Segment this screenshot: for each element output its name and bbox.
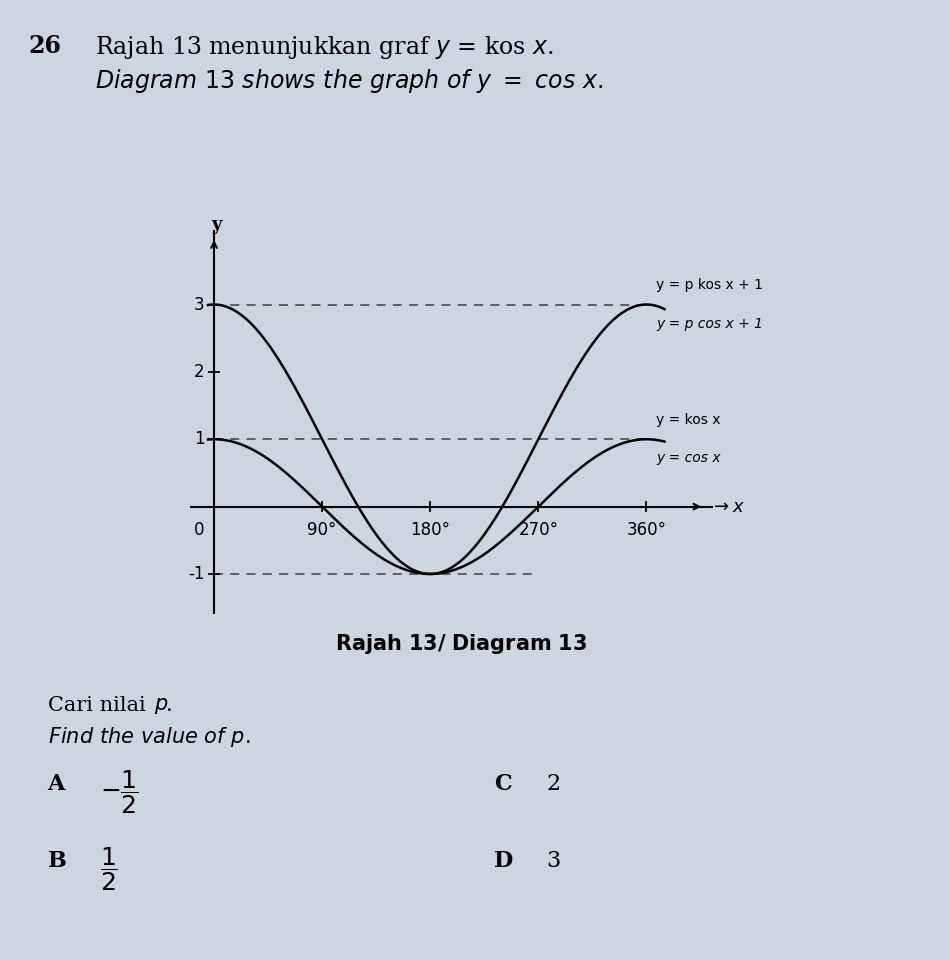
Text: y: y <box>211 216 221 234</box>
Text: Rajah 13 menunjukkan graf $y$ = kos $x$.: Rajah 13 menunjukkan graf $y$ = kos $x$. <box>95 34 554 60</box>
Text: B: B <box>48 850 66 872</box>
Text: y = cos x: y = cos x <box>656 451 721 466</box>
Text: y = p kos x + 1: y = p kos x + 1 <box>656 278 763 293</box>
Text: $\dfrac{1}{2}$: $\dfrac{1}{2}$ <box>100 845 118 893</box>
Text: $-\dfrac{1}{2}$: $-\dfrac{1}{2}$ <box>100 768 139 816</box>
Text: 360°: 360° <box>626 521 667 540</box>
Text: 270°: 270° <box>519 521 559 540</box>
Text: 2: 2 <box>194 363 204 381</box>
Text: 3: 3 <box>194 296 204 314</box>
Text: $\rightarrow x$: $\rightarrow x$ <box>710 497 745 516</box>
Text: $\bf{Rajah\ 13/}$ $\it{\bf{Diagram\ 13}}$: $\bf{Rajah\ 13/}$ $\it{\bf{Diagram\ 13}}… <box>334 632 587 656</box>
Text: 0: 0 <box>194 521 204 540</box>
Text: .: . <box>166 696 173 715</box>
Text: A: A <box>48 773 65 795</box>
Text: 2: 2 <box>546 773 560 795</box>
Text: 90°: 90° <box>308 521 337 540</box>
Text: 26: 26 <box>28 34 62 58</box>
Text: y = p cos x + 1: y = p cos x + 1 <box>656 317 763 330</box>
Text: C: C <box>494 773 512 795</box>
Text: -1: -1 <box>188 565 204 583</box>
Text: y = kos x: y = kos x <box>656 413 720 427</box>
Text: D: D <box>494 850 513 872</box>
Text: 180°: 180° <box>410 521 450 540</box>
Text: $\it{Diagram\ 13\ shows\ the\ graph\ of\ }$$y$$\it{\ =\ cos\ }$$x$$\it{.}$: $\it{Diagram\ 13\ shows\ the\ graph\ of\… <box>95 67 603 95</box>
Text: 1: 1 <box>194 430 204 448</box>
Text: $\it{Find\ the\ value\ of\ }$$p$$\it{.}$: $\it{Find\ the\ value\ of\ }$$p$$\it{.}$ <box>48 725 250 749</box>
Text: Cari nilai: Cari nilai <box>48 696 152 715</box>
Text: $p$: $p$ <box>154 696 168 716</box>
Text: 3: 3 <box>546 850 560 872</box>
